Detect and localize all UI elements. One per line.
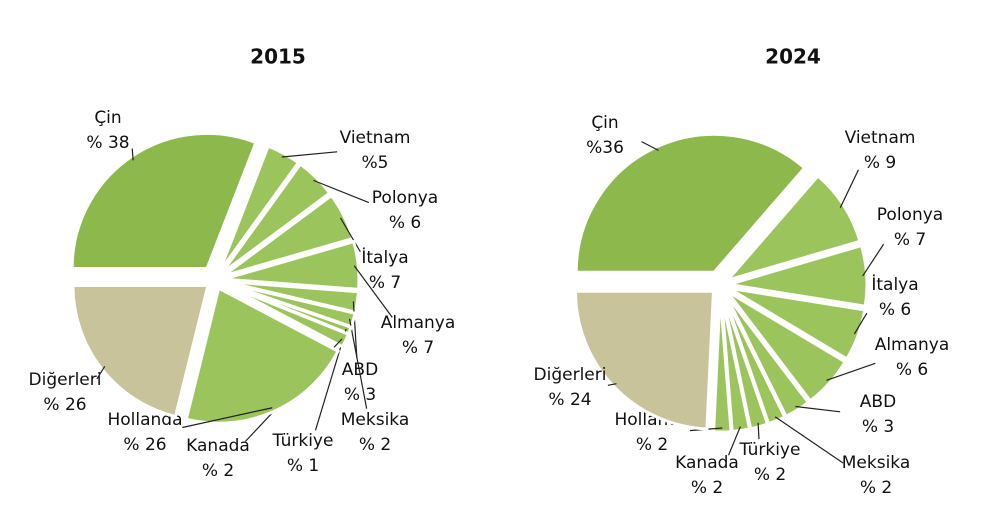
leader-line [339, 217, 361, 253]
slice-label: Almanya [875, 335, 950, 355]
leader-line [352, 301, 358, 359]
slice-label: Vietnam [340, 128, 411, 148]
leader-line [862, 243, 885, 277]
leader-line [131, 148, 134, 161]
value-label: % 6 [389, 213, 421, 233]
value-label: %36 [586, 138, 624, 158]
slice-label: Kanada [675, 453, 739, 473]
value-label: % 7 [402, 338, 434, 358]
slice-label: Çin [591, 113, 618, 133]
slice-label: Diğerleri [29, 370, 102, 390]
value-label: % 2 [860, 478, 892, 498]
slice-label: Çin [94, 108, 121, 128]
pie-slice [574, 132, 807, 274]
leader-line [281, 151, 338, 158]
pie-slice [725, 289, 848, 403]
leader-line [826, 362, 876, 381]
value-label: % 24 [548, 390, 591, 410]
leader-line [182, 407, 273, 429]
slice-label: Diğerleri [534, 365, 607, 385]
value-label: % 3 [344, 385, 376, 405]
leader-line [795, 405, 841, 413]
value-label: % 7 [369, 273, 401, 293]
pie-slice [184, 285, 341, 425]
pie-slice [712, 293, 733, 434]
slice-label: Hollanda [107, 410, 182, 430]
value-label: % 38 [86, 133, 129, 153]
value-label: % 2 [691, 478, 723, 498]
leader-line [607, 383, 617, 386]
leader-line [853, 312, 868, 335]
slice-label: Türkiye [272, 431, 334, 451]
value-label: % 9 [864, 153, 896, 173]
pie-slice [222, 282, 351, 349]
pie-slice [70, 131, 258, 270]
leader-line [313, 179, 370, 204]
pie-slice [223, 239, 361, 292]
leader-line [348, 318, 368, 409]
slice-label: Polonya [877, 205, 943, 225]
slice-label: Polonya [372, 188, 438, 208]
slice-label: İtalya [361, 247, 408, 268]
chart-title: 2015 [250, 45, 306, 69]
value-label: % 2 [202, 461, 234, 481]
value-label: % 6 [896, 360, 928, 380]
slice-label: Meksika [341, 410, 410, 430]
slice-label: Türkiye [739, 440, 801, 460]
chart-title: 2024 [765, 45, 821, 69]
value-label: % 1 [287, 456, 319, 476]
pie-slice [728, 243, 869, 308]
pie-slice [723, 173, 862, 284]
leader-line [839, 169, 859, 208]
slice-label: Meksika [842, 453, 911, 473]
slice-label: Kanada [186, 436, 250, 456]
slice-label: İtalya [871, 274, 918, 295]
pie-slice [220, 162, 332, 275]
value-label: % 6 [879, 300, 911, 320]
leader-line [774, 416, 844, 464]
value-label: % 2 [359, 435, 391, 455]
value-label: % 3 [862, 417, 894, 437]
slice-label: Vietnam [845, 128, 916, 148]
slice-label: ABD [342, 360, 378, 380]
value-label: % 2 [754, 465, 786, 485]
value-label: %5 [362, 153, 389, 173]
value-label: % 2 [636, 435, 668, 455]
pie-slice [71, 284, 210, 419]
pie-slice [573, 289, 716, 431]
value-label: % 26 [43, 395, 86, 415]
value-label: % 7 [894, 230, 926, 250]
slice-label: ABD [860, 392, 896, 412]
pie-slice [217, 144, 301, 273]
leader-line [96, 365, 106, 380]
leader-line [641, 141, 659, 151]
pie-slice [727, 286, 867, 362]
leader-line [353, 265, 393, 318]
leader-line [727, 426, 741, 456]
value-label: % 26 [123, 435, 166, 455]
leader-line [757, 422, 760, 440]
slice-label: Almanya [381, 313, 456, 333]
